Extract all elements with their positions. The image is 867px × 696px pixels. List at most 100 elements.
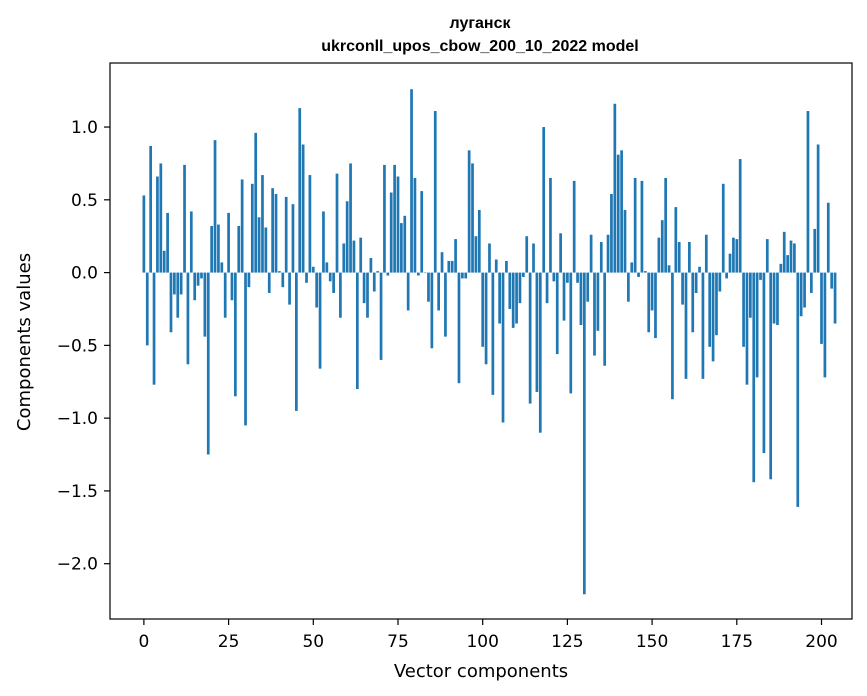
bar-134: [596, 272, 600, 331]
bar-152: [657, 237, 661, 273]
bar-82: [420, 191, 424, 273]
bar-108: [508, 272, 512, 309]
bar-60: [345, 201, 349, 273]
bar-179: [749, 272, 752, 318]
y-tick-label: −1.0: [57, 409, 98, 429]
bar-48: [305, 272, 308, 283]
bar-33: [254, 132, 258, 273]
bar-144: [630, 262, 634, 273]
bar-59: [342, 243, 346, 273]
bar-105: [498, 272, 501, 324]
bar-189: [782, 231, 786, 273]
bar-129: [579, 272, 583, 325]
bar-137: [606, 234, 610, 273]
y-axis-ticks: 1.0 0.5 0.0 −0.5 −1.0 −1.5 −2.0: [57, 118, 110, 575]
bar-130: [582, 272, 586, 595]
bar-141: [620, 150, 623, 273]
bar-89: [444, 272, 447, 337]
y-axis-label: Components values: [14, 253, 35, 431]
bar-160: [684, 272, 688, 379]
bar-188: [779, 263, 783, 273]
bar-104: [494, 259, 498, 273]
bar-140: [616, 154, 620, 273]
bar-100: [481, 272, 485, 347]
bar-49: [308, 175, 312, 273]
bar-93: [457, 272, 461, 384]
bar-34: [257, 217, 261, 273]
bar-50: [311, 266, 315, 273]
bar-86: [433, 111, 437, 273]
bar-148: [643, 271, 647, 273]
bar-51: [315, 272, 319, 308]
bar-181: [755, 272, 759, 378]
bar-150: [650, 272, 654, 311]
bar-69: [376, 271, 380, 273]
bar-80: [413, 177, 417, 273]
y-tick-label: 0.0: [71, 264, 98, 284]
x-tick-label: 175: [721, 632, 753, 652]
bar-58: [339, 272, 342, 318]
bar-12: [183, 164, 186, 273]
bar-116: [535, 272, 539, 392]
bar-138: [610, 193, 613, 273]
bar-6: [162, 250, 166, 273]
bar-153: [660, 220, 664, 273]
bar-55: [328, 272, 332, 282]
bar-73: [389, 192, 393, 273]
bar-32: [250, 183, 254, 273]
bars-group: [142, 89, 837, 595]
bar-201: [823, 272, 827, 378]
bar-175: [735, 239, 739, 273]
bar-38: [271, 188, 274, 273]
bar-35: [261, 175, 264, 273]
bar-117: [538, 272, 542, 433]
bar-1: [145, 272, 149, 346]
bar-168: [711, 272, 715, 362]
bar-191: [789, 240, 793, 273]
bar-57: [335, 173, 339, 273]
bar-90: [447, 260, 451, 273]
bar-176: [738, 159, 742, 273]
bar-196: [806, 111, 810, 273]
bar-171: [721, 183, 725, 273]
bar-190: [786, 255, 789, 273]
bar-145: [633, 177, 637, 273]
bar-111: [518, 272, 522, 304]
bar-161: [688, 242, 691, 273]
bar-167: [708, 272, 712, 347]
bar-71: [383, 164, 386, 273]
x-axis-label: Vector components: [394, 661, 568, 682]
bar-139: [613, 103, 617, 273]
bar-169: [715, 272, 718, 336]
bar-61: [349, 163, 352, 273]
bar-15: [193, 272, 197, 301]
bar-182: [759, 272, 762, 280]
bar-19: [206, 272, 210, 455]
bar-103: [491, 272, 495, 395]
bar-29: [240, 179, 244, 273]
bar-126: [569, 272, 573, 394]
bar-16: [196, 272, 200, 286]
bar-52: [318, 272, 322, 369]
bar-162: [691, 272, 695, 333]
bar-180: [752, 272, 756, 483]
bar-97: [471, 163, 474, 273]
bar-135: [599, 242, 603, 273]
bar-53: [322, 211, 325, 273]
x-axis-ticks: 0 25 50 75 100 125 150 175 200: [138, 619, 838, 652]
bar-31: [247, 272, 251, 288]
bar-85: [430, 272, 434, 349]
bar-4: [156, 176, 159, 273]
bar-9: [173, 272, 176, 295]
bar-92: [454, 239, 457, 273]
bar-183: [762, 272, 766, 454]
bar-172: [725, 272, 728, 279]
bar-84: [427, 272, 430, 302]
bar-96: [467, 150, 471, 273]
x-tick-label: 150: [636, 632, 668, 652]
bar-41: [281, 272, 285, 288]
bar-28: [237, 226, 241, 273]
bar-7: [166, 212, 169, 273]
bar-159: [681, 272, 684, 305]
bar-195: [803, 272, 806, 308]
